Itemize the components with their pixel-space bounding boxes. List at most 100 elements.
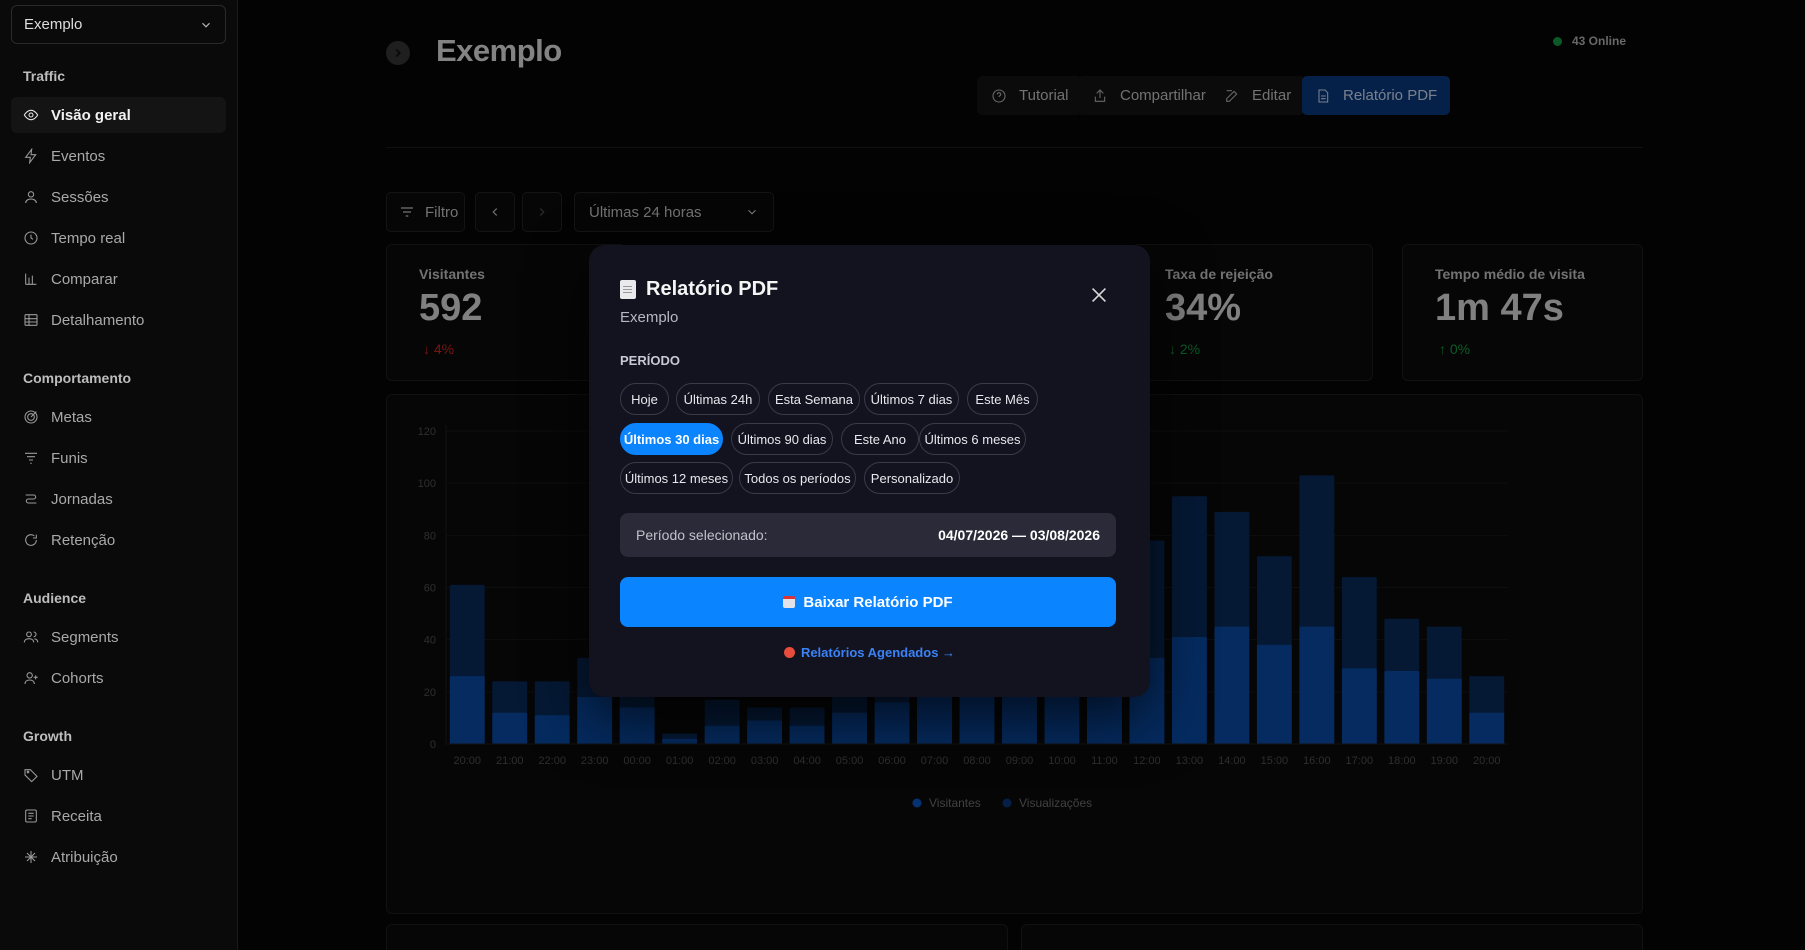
pdf-report-modal: Relatório PDF Exemplo PERÍODO Hoje Última… [589, 245, 1150, 697]
sidebar-item-utm[interactable]: UTM [11, 757, 226, 793]
chart-x-tick-label: 15:00 [1261, 755, 1289, 767]
sidebar-item-label: Jornadas [51, 490, 113, 508]
back-button[interactable] [386, 41, 410, 65]
filter-label: Filtro [425, 203, 459, 221]
share-button[interactable]: Compartilhar [1078, 76, 1220, 115]
chart-bar-visitantes [704, 725, 740, 744]
filter-button[interactable]: Filtro [386, 192, 465, 232]
chart-bar-visitantes [1171, 637, 1207, 744]
sidebar-item-jornadas[interactable]: Jornadas [11, 481, 226, 517]
online-badge: 43 Online [1553, 34, 1626, 48]
sidebar-item-label: Comparar [51, 270, 118, 288]
chart-x-tick-label: 10:00 [1048, 755, 1076, 767]
sidebar-item-cohorts[interactable]: Cohorts [11, 660, 226, 696]
chart-y-tick-label: 60 [424, 583, 436, 595]
funnel-icon [25, 452, 37, 464]
chevron-left-icon [492, 208, 498, 216]
period-option[interactable]: Últimos 90 dias [731, 423, 833, 455]
workspace-select[interactable]: Exemplo [11, 5, 226, 44]
chart-bar-visitantes [1384, 670, 1420, 744]
sidebar-item-tempo-real[interactable]: Tempo real [11, 220, 226, 256]
bottom-card-right [1021, 924, 1643, 950]
period-option[interactable]: Últimas 24h [676, 383, 760, 415]
sidebar-item-label: Detalhamento [51, 311, 145, 329]
close-icon [1091, 287, 1107, 303]
chevron-down-icon [748, 209, 756, 215]
chart-legend-label: Visualizações [1019, 796, 1092, 810]
period-option[interactable]: Este Mês [967, 383, 1038, 415]
arrow-down-icon: ↓ [1169, 341, 1176, 357]
sidebar-item-label: Segments [51, 628, 119, 646]
header-divider [386, 147, 1643, 148]
chart-y-tick-label: 0 [430, 739, 436, 751]
close-button[interactable] [1088, 284, 1110, 306]
edit-button[interactable]: Editar [1210, 76, 1306, 115]
sidebar-item-label: Retenção [51, 531, 116, 549]
chart-bar-visitantes [1341, 668, 1377, 744]
tutorial-button[interactable]: Tutorial [977, 76, 1083, 115]
table-icon [24, 314, 38, 326]
period-option[interactable]: Esta Semana [768, 383, 860, 415]
period-option[interactable]: Hoje [620, 383, 669, 415]
chart-x-tick-label: 22:00 [538, 755, 566, 767]
modal-title-text: Relatório PDF [646, 278, 779, 300]
share-label: Compartilhar [1120, 87, 1206, 104]
chart-bar-visitantes [789, 725, 825, 744]
period-option[interactable]: Últimos 7 dias [864, 383, 959, 415]
sidebar-item-eventos[interactable]: Eventos [11, 138, 226, 174]
sidebar-item-visao-geral[interactable]: Visão geral [11, 97, 226, 133]
scheduled-reports-label: Relatórios Agendados → [800, 645, 956, 660]
next-period-button[interactable] [522, 192, 562, 232]
sidebar-item-retencao[interactable]: Retenção [11, 522, 226, 558]
sidebar-item-sessoes[interactable]: Sessões [11, 179, 226, 215]
sidebar-item-segments[interactable]: Segments [11, 619, 226, 655]
chart-legend-label: Visitantes [929, 796, 981, 810]
chart-y-tick-label: 100 [418, 478, 436, 490]
chart-x-tick-label: 17:00 [1346, 755, 1374, 767]
download-pdf-button[interactable]: Baixar Relatório PDF [620, 577, 1116, 627]
stat-card-bounce: Taxa de rejeição 34% ↓ 2% [1132, 244, 1373, 381]
prev-period-button[interactable] [475, 192, 515, 232]
period-option[interactable]: Personalizado [864, 462, 960, 494]
chart-x-tick-label: 23:00 [581, 755, 609, 767]
online-dot-icon [1553, 36, 1562, 46]
sidebar-item-detalhamento[interactable]: Detalhamento [11, 302, 226, 338]
sparkle-icon [25, 851, 37, 863]
period-option[interactable]: Últimos 30 dias [620, 423, 723, 455]
period-option[interactable]: Todos os períodos [739, 462, 856, 494]
scheduled-reports-link[interactable]: Relatórios Agendados → [589, 645, 1150, 660]
period-option[interactable]: Últimos 6 meses [919, 423, 1026, 455]
modal-title: Relatório PDF [620, 278, 778, 301]
stat-card-visitors: Visitantes 592 ↓ 4% [386, 244, 626, 381]
selected-period-value: 04/07/2026 — 03/08/2026 [938, 527, 1100, 543]
arrow-down-icon: ↓ [423, 341, 430, 357]
edit-icon [1226, 89, 1238, 102]
chart-bar-visitantes [619, 707, 655, 744]
chart-bar-visitantes [1214, 626, 1250, 744]
chart-bar-visitantes [1426, 678, 1462, 744]
chart-x-tick-label: 19:00 [1431, 755, 1459, 767]
chart-x-tick-label: 16:00 [1303, 755, 1331, 767]
stat-value: 592 [419, 287, 483, 329]
pdf-report-button[interactable]: Relatório PDF [1302, 76, 1451, 115]
help-circle-icon [992, 88, 1006, 103]
chevron-down-icon [202, 22, 210, 28]
stat-label: Tempo médio de visita [1435, 266, 1585, 282]
period-option[interactable]: Este Ano [841, 423, 919, 455]
sidebar-item-funis[interactable]: Funis [11, 440, 226, 476]
receipt-icon [25, 809, 37, 823]
chart-x-tick-label: 11:00 [1091, 755, 1118, 767]
tag-icon [24, 769, 38, 783]
chart-bar-visitantes [1299, 626, 1335, 744]
chart-bar-visitantes [662, 738, 698, 744]
online-count: 43 Online [1572, 34, 1627, 48]
calendar-icon [783, 596, 796, 608]
sidebar-item-atribuicao[interactable]: Atribuição [11, 839, 226, 875]
sidebar-item-label: Tempo real [51, 229, 126, 247]
period-option[interactable]: Últimos 12 meses [620, 462, 733, 494]
sidebar-item-metas[interactable]: Metas [11, 399, 226, 435]
sidebar-item-comparar[interactable]: Comparar [11, 261, 226, 297]
range-select[interactable]: Últimas 24 horas [574, 192, 774, 232]
sidebar-item-receita[interactable]: Receita [11, 798, 226, 834]
